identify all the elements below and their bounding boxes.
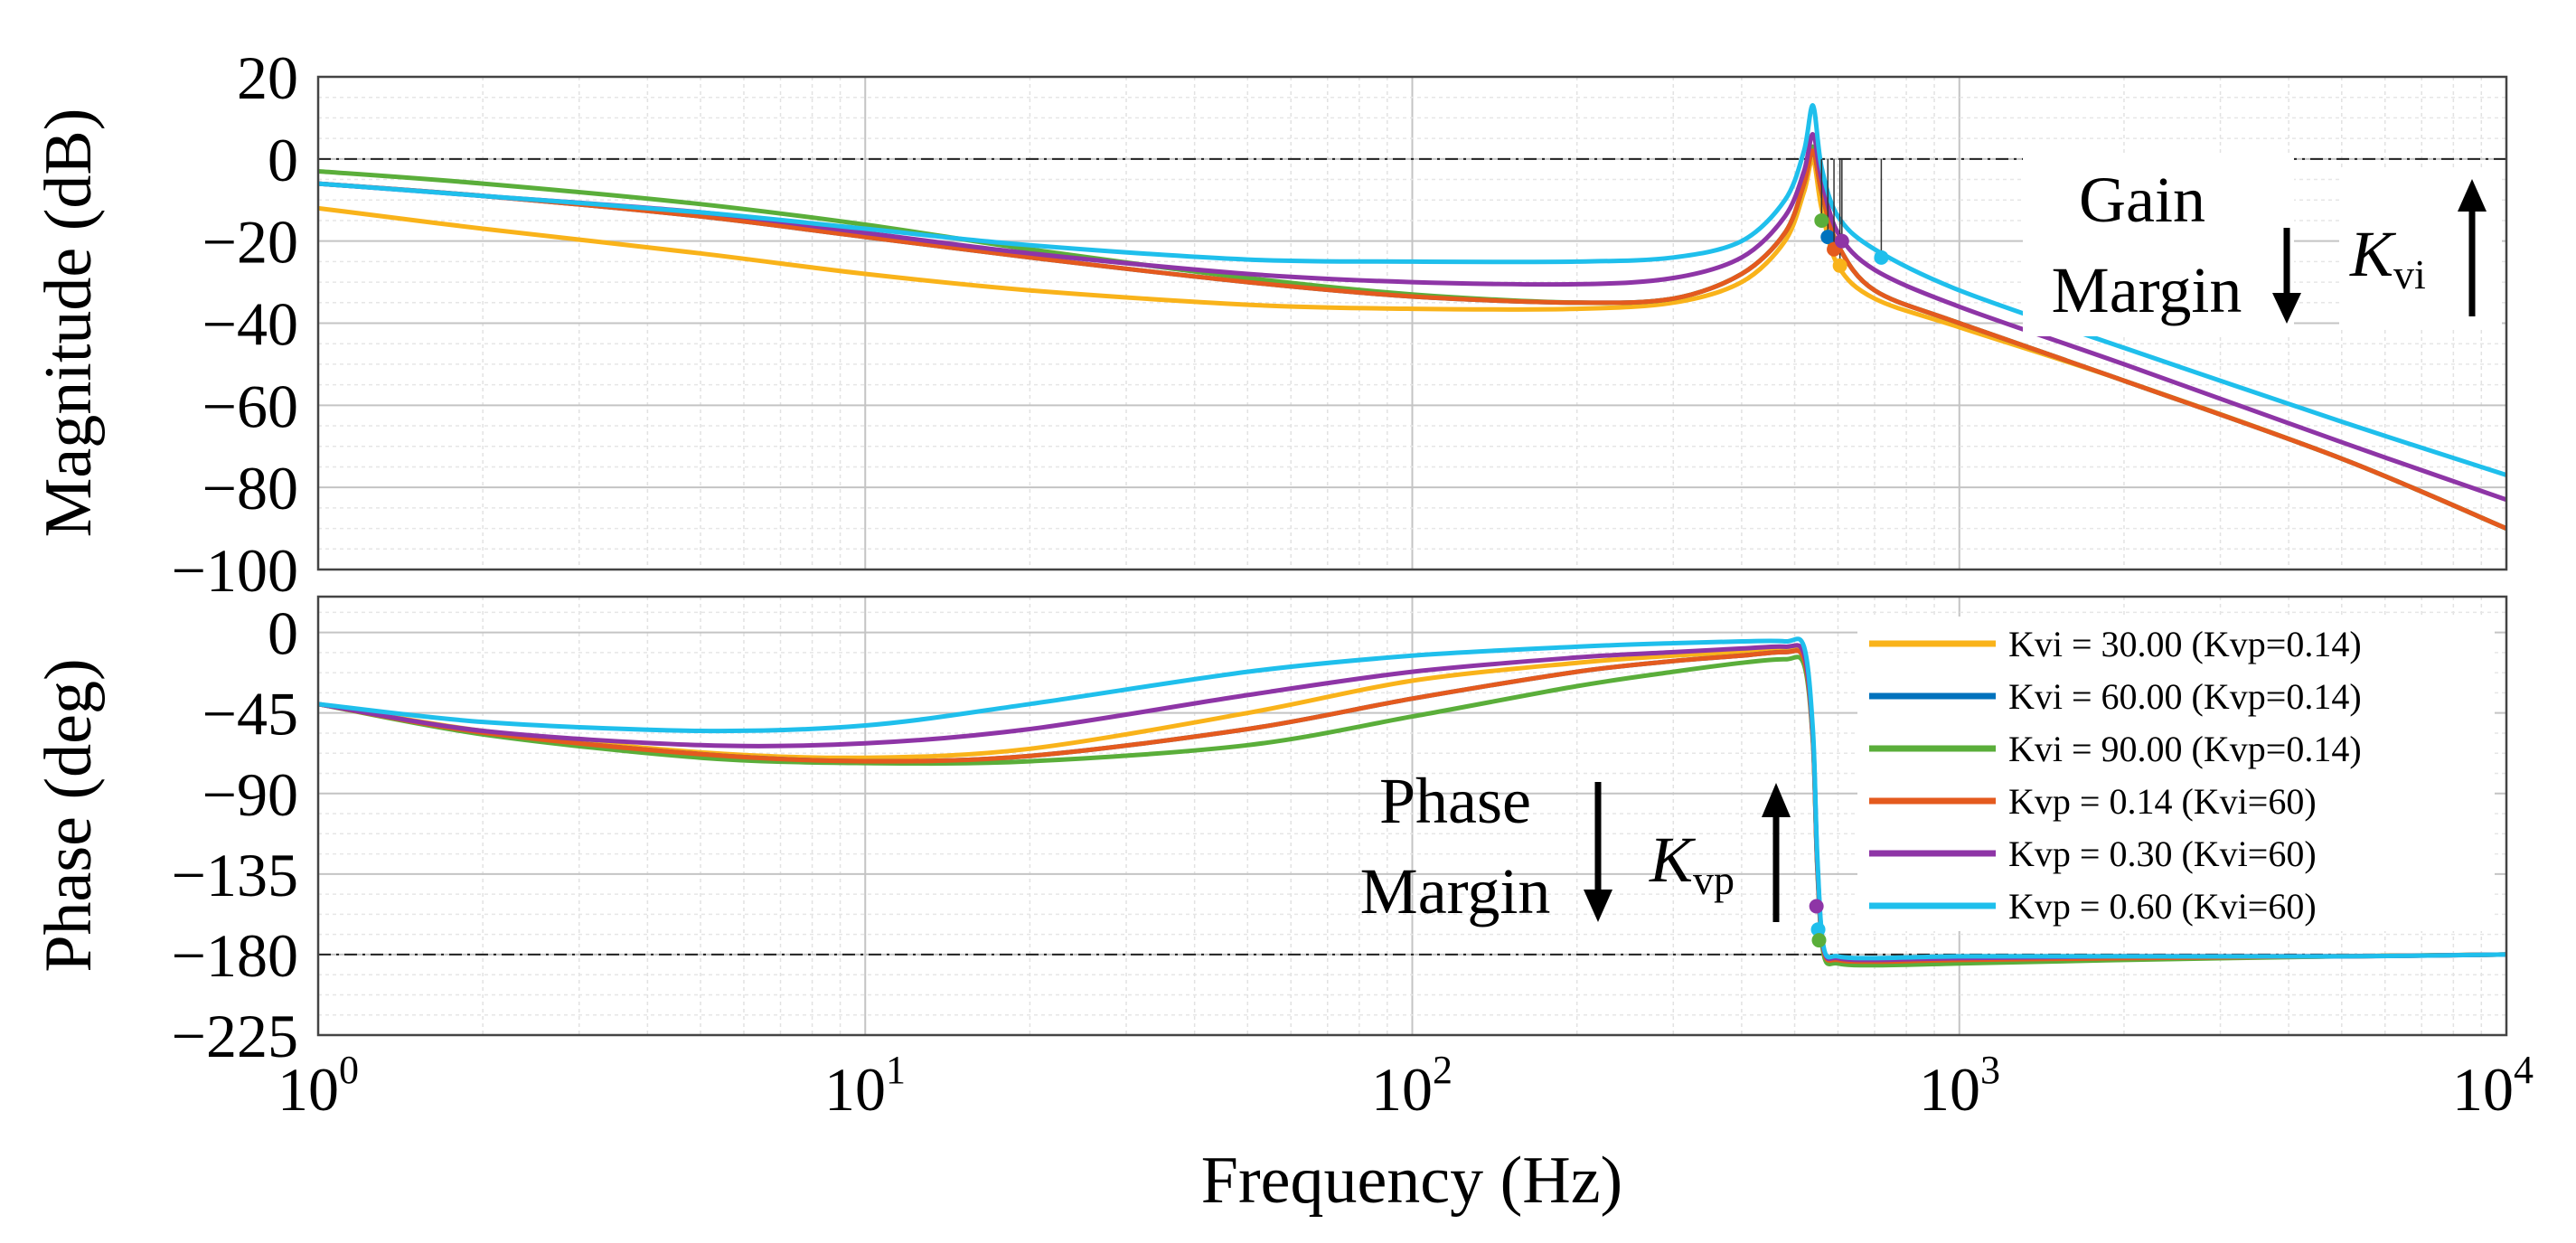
- y-tick-label: 0: [268, 599, 298, 668]
- gain-margin-annotation: Gain Margin: [2023, 155, 2301, 336]
- x-tick-label-1000: 103: [1919, 1048, 2000, 1124]
- magnitude-curve-6: [318, 103, 2506, 477]
- x-tick-label-10000: 104: [2452, 1048, 2534, 1124]
- magnitude-y-ticks: 20 0 −20 −40 −60 −80 −100: [172, 43, 298, 605]
- gain-margin-point-3: [1814, 212, 1829, 228]
- phase-margin-markers: [1809, 899, 1827, 948]
- phase-margin-down-arrow-icon: [1584, 890, 1612, 922]
- phase-margin-point-2: [1810, 922, 1826, 937]
- x-tick-label-100: 102: [1371, 1048, 1453, 1124]
- legend-label-5: Kvp = 0.30 (Kvi=60): [2008, 833, 2317, 874]
- y-tick-label: 20: [237, 43, 298, 112]
- magnitude-plot-frame: [316, 75, 2508, 571]
- x-tick-label-10: 101: [824, 1048, 906, 1124]
- phase-margin-text-line2: Margin: [1360, 855, 1551, 928]
- phase-plot-frame: [316, 595, 2508, 1037]
- x-tick-label-1: 100: [277, 1048, 359, 1124]
- kvp-up-arrow-icon: [1762, 783, 1791, 817]
- kvp-label: Kvp: [1649, 824, 1735, 903]
- phase-y-label: Phase (deg): [32, 658, 106, 972]
- y-tick-label: −20: [202, 208, 298, 277]
- y-tick-label: 0: [268, 126, 298, 194]
- y-tick-label: −180: [172, 921, 298, 990]
- gain-margin-text-line1: Gain: [2079, 164, 2205, 236]
- legend-label-2: Kvi = 60.00 (Kvp=0.14): [2008, 676, 2362, 717]
- y-tick-label: −135: [172, 841, 298, 909]
- legend-label-4: Kvp = 0.14 (Kvi=60): [2008, 781, 2317, 822]
- y-tick-label: −225: [172, 1002, 298, 1070]
- phase-curves: [318, 636, 2506, 968]
- gain-margin-text-line2: Margin: [2052, 254, 2242, 326]
- y-tick-label: −80: [202, 454, 298, 523]
- y-tick-label: −60: [202, 372, 298, 440]
- legend-label-3: Kvi = 90.00 (Kvp=0.14): [2008, 729, 2362, 769]
- kvi-annotation: Kvi: [2339, 167, 2502, 330]
- gain-margin-label-bg: [2023, 155, 2294, 336]
- phase-margin-point-3: [1811, 933, 1827, 948]
- phase-margin-annotation: Phase Margin: [1360, 765, 1612, 928]
- kvp-annotation: Kvp: [1649, 783, 1791, 922]
- gain-margin-markers: [1814, 158, 1889, 273]
- gain-margin-point-2: [1820, 230, 1836, 245]
- legend-box: [1857, 617, 2495, 931]
- magnitude-y-label: Magnitude (dB): [32, 108, 106, 538]
- legend-label-6: Kvp = 0.60 (Kvi=60): [2008, 886, 2317, 927]
- legend-label-1: Kvi = 30.00 (Kvp=0.14): [2008, 624, 2362, 664]
- phase-y-ticks: 0 −45 −90 −135 −180 −225: [172, 599, 298, 1070]
- phase-curve-6: [318, 636, 2506, 961]
- legend: Kvi = 30.00 (Kvp=0.14) Kvi = 60.00 (Kvp=0…: [1857, 617, 2495, 931]
- gain-margin-point-1: [1832, 258, 1847, 273]
- y-tick-label: −90: [202, 760, 298, 829]
- gain-margin-down-arrow-icon: [2272, 293, 2301, 324]
- phase-margin-text-line1: Phase: [1379, 765, 1531, 837]
- kvi-up-arrow-icon: [2458, 179, 2487, 212]
- gain-margin-point-6: [1874, 250, 1889, 265]
- magnitude-curve-5: [318, 132, 2506, 503]
- x-axis-label: Frequency (Hz): [1201, 1144, 1622, 1218]
- magnitude-curve-4: [318, 148, 2506, 531]
- y-tick-label: −45: [202, 680, 298, 749]
- y-tick-label: −40: [202, 290, 298, 359]
- magnitude-curves: [318, 103, 2506, 531]
- kvi-label: Kvi: [2349, 218, 2426, 297]
- gain-margin-point-5: [1834, 233, 1849, 249]
- x-tick-labels: 100 101 102 103 104: [277, 1048, 2534, 1124]
- y-tick-label: −100: [172, 536, 298, 605]
- phase-margin-point-1: [1809, 899, 1824, 914]
